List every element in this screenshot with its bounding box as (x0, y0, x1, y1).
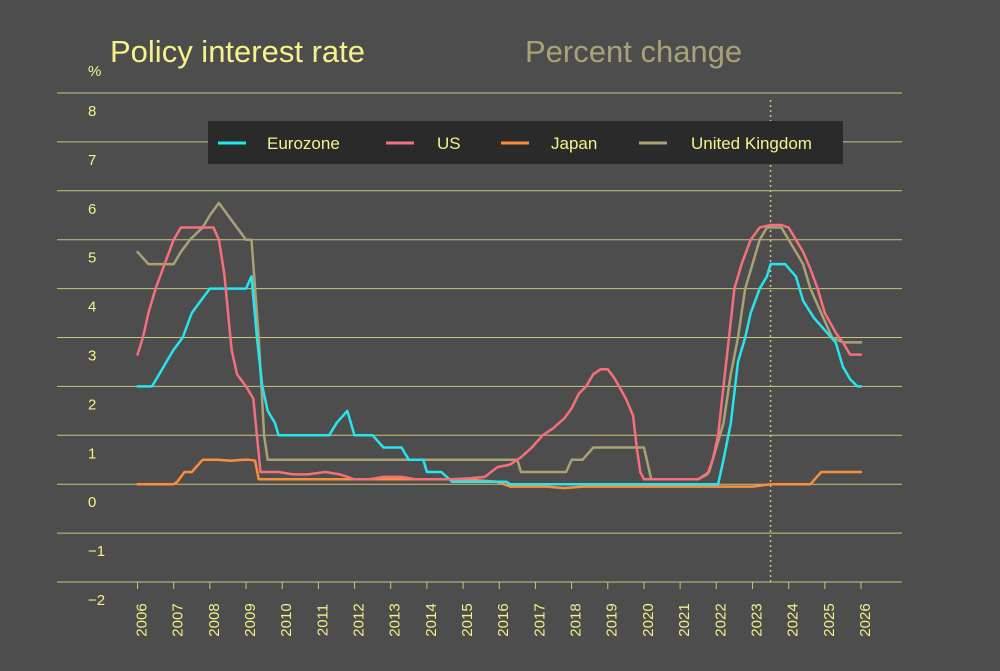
legend-label-united-kingdom: United Kingdom (691, 134, 812, 153)
y-tick-label: 1 (88, 445, 96, 462)
series-line-united-kingdom (136, 201, 863, 481)
y-tick-label: 2 (88, 396, 96, 413)
legend: Eurozone US Japan United Kingdom (208, 121, 843, 164)
x-tick-label: 2011 (314, 604, 331, 636)
legend-label-japan: Japan (551, 134, 597, 153)
series-line-eurozone (136, 262, 863, 486)
y-axis-ticks: 8 7 6 5 4 3 2 1 0 −1 −2 (88, 103, 105, 609)
chart-title: Policy interest rate (110, 34, 365, 69)
y-tick-label: 8 (88, 103, 96, 120)
y-tick-label: −2 (88, 592, 105, 609)
x-tick-label: 2016 (495, 603, 512, 636)
y-tick-label: 5 (88, 250, 96, 267)
x-tick-label: 2021 (676, 603, 693, 636)
x-tick-label: 2012 (351, 603, 368, 636)
y-tick-label: 7 (88, 152, 96, 169)
legend-label-us: US (437, 134, 461, 153)
series-line-us (136, 223, 863, 481)
y-tick-label: 4 (88, 299, 96, 316)
chart-subtitle: Percent change (525, 34, 742, 69)
x-tick-label: 2007 (170, 603, 187, 636)
x-tick-label: 2024 (785, 603, 802, 636)
x-tick-label: 2026 (857, 603, 874, 636)
x-tick-label: 2015 (459, 603, 476, 636)
y-tick-label: 0 (88, 494, 96, 511)
gridlines (57, 92, 902, 583)
x-tick-label: 2017 (531, 603, 548, 636)
x-tick-label: 2010 (278, 603, 295, 636)
x-tick-label: 2009 (242, 603, 259, 636)
x-tick-label: 2006 (133, 603, 150, 636)
y-tick-label: 6 (88, 201, 96, 218)
y-tick-label: −1 (88, 543, 105, 560)
x-tick-label: 2018 (568, 603, 585, 636)
x-tick-label: 2008 (206, 603, 223, 636)
x-tick-label: 2019 (604, 603, 621, 636)
x-tick-label: 2025 (821, 603, 838, 636)
x-axis-ticks: 2006 2007 2008 2009 2010 2011 2012 2013 2014 2015… (133, 582, 874, 637)
x-tick-label: 2014 (423, 603, 440, 636)
series-lines (136, 201, 863, 490)
x-tick-label: 2022 (712, 603, 729, 636)
y-tick-label: 3 (88, 348, 96, 365)
x-tick-label: 2020 (640, 603, 657, 636)
y-unit-label: % (88, 63, 101, 80)
legend-label-eurozone: Eurozone (267, 134, 340, 153)
x-tick-label: 2013 (387, 603, 404, 636)
series-line-japan (136, 458, 863, 490)
x-tick-label: 2023 (748, 603, 765, 636)
